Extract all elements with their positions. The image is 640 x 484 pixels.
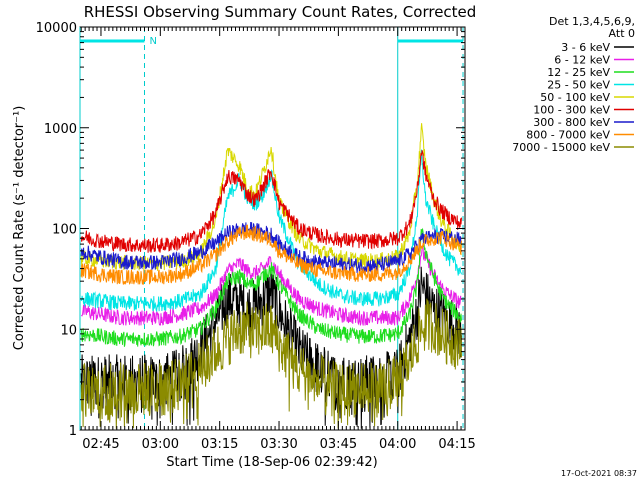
- series-layer: [80, 123, 462, 429]
- legend-label-1: 6 - 12 keV: [554, 54, 610, 67]
- x-tick-label-1: 03:00: [142, 437, 179, 452]
- x-tick-label-5: 04:00: [379, 437, 416, 452]
- series-line-6: [80, 221, 462, 274]
- footer-date: 17-Oct-2021 08:37: [561, 469, 637, 478]
- chart-title: RHESSI Observing Summary Count Rates, Co…: [84, 3, 477, 21]
- y-tick-label-2: 100: [52, 223, 77, 238]
- legend-label-0: 3 - 6 keV: [561, 41, 610, 54]
- legend-label-8: 7000 - 15000 keV: [512, 141, 610, 154]
- series-line-0: [80, 266, 462, 429]
- x-axis-label: Start Time (18-Sep-06 02:39:42): [166, 455, 377, 470]
- legend-label-6: 300 - 800 keV: [533, 116, 610, 129]
- x-tick-label-6: 04:15: [438, 437, 475, 452]
- y-tick-label-0: 1: [69, 424, 77, 439]
- legend-header-line-1: Det 1,3,4,5,6,9,: [549, 15, 635, 28]
- legend-label-4: 50 - 100 keV: [540, 91, 610, 104]
- y-tick-label-4: 10000: [36, 21, 77, 36]
- series-line-7: [80, 224, 462, 285]
- legend-header-line-2: Att 0: [609, 27, 635, 40]
- y-tick-label-3: 1000: [44, 122, 77, 137]
- legend-label-2: 12 - 25 keV: [547, 66, 610, 79]
- series-line-8: [80, 298, 462, 429]
- x-tick-label-3: 03:30: [260, 437, 297, 452]
- x-tick-label-2: 03:15: [201, 437, 238, 452]
- y-axis-label: Corrected Count Rate (s⁻¹ detector⁻¹): [12, 106, 27, 351]
- saa-flag-label: N: [149, 36, 156, 47]
- y-tick-label-1: 10: [60, 323, 77, 338]
- legend-label-7: 800 - 7000 keV: [526, 129, 610, 142]
- x-tick-label-4: 03:45: [320, 437, 357, 452]
- legend-label-5: 100 - 300 keV: [533, 104, 610, 117]
- axes: 1 10 100 1000 10000 02:45 03:00 03:15 03:30 03:45…: [36, 21, 476, 452]
- series-line-5: [80, 150, 462, 253]
- series-line-2: [80, 227, 462, 347]
- x-tick-label-0: 02:45: [82, 437, 119, 452]
- legend-label-3: 25 - 50 keV: [547, 79, 610, 92]
